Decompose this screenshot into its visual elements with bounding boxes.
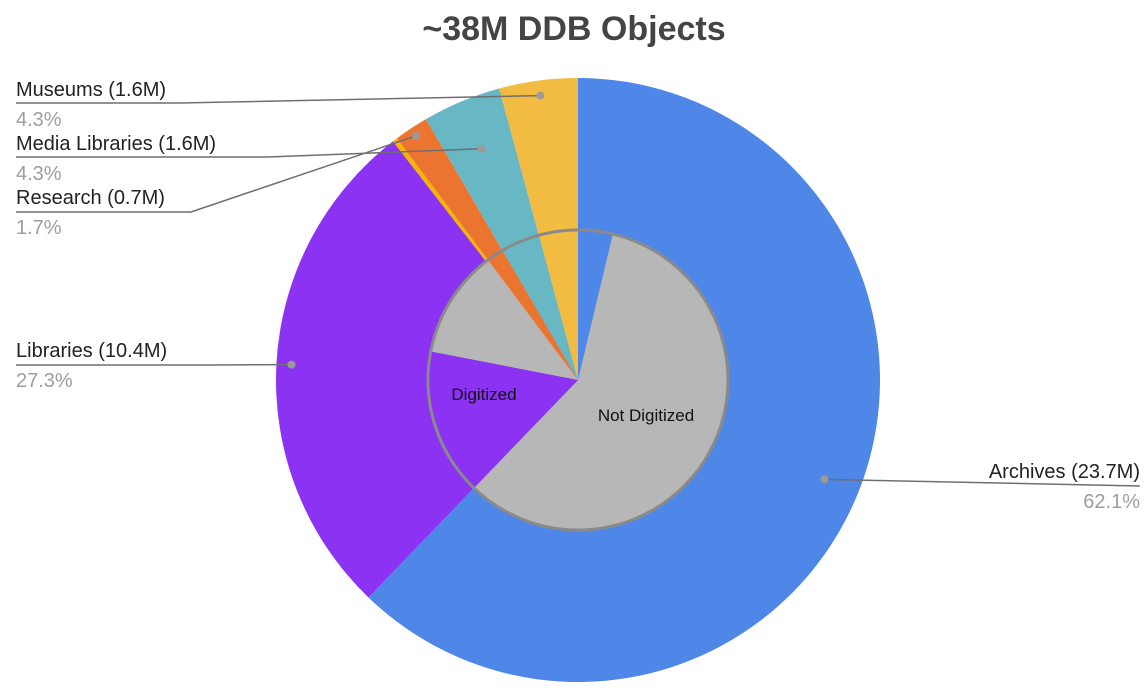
leader-line-media-libraries — [16, 147, 482, 158]
label-libraries: Libraries (10.4M) — [16, 340, 167, 362]
inner-label-digitized: Digitized — [451, 385, 516, 404]
label-percent-libraries: 27.3% — [16, 370, 73, 392]
leader-dot-archives — [820, 475, 829, 484]
inner-slice-not-digitized-other — [486, 259, 578, 380]
inner-slice-not-digitized-archives — [473, 234, 729, 530]
leader-line-archives — [824, 478, 1141, 487]
label-percent-media-libraries: 4.3% — [16, 163, 62, 185]
inner-label-not-digitized: Not Digitized — [598, 406, 694, 425]
leader-dot-media-libraries — [477, 144, 486, 153]
leader-dot-libraries — [287, 360, 296, 369]
inner-slice-digitized-libraries — [427, 351, 578, 489]
leader-line-research — [16, 135, 417, 213]
inner-slice-digitized-archives — [578, 230, 613, 380]
label-percent-research: 1.7% — [16, 217, 62, 239]
inner-slice-digitized-research — [488, 250, 578, 380]
label-archives: Archives (23.7M) — [989, 461, 1140, 483]
leader-line-museums — [16, 94, 541, 104]
leader-dot-museums — [536, 91, 545, 100]
label-percent-museums: 4.3% — [16, 109, 62, 131]
inner-slice-digitized-museums — [538, 230, 578, 380]
leader-dot-research — [412, 131, 421, 140]
label-percent-archives: 62.1% — [1083, 491, 1140, 513]
chart-title: ~38M DDB Objects — [422, 10, 726, 48]
label-media-libraries: Media Libraries (1.6M) — [16, 133, 216, 155]
label-research: Research (0.7M) — [16, 187, 165, 209]
inner-ring-border — [426, 228, 730, 532]
inner-slice-digitized-media-libraries — [502, 235, 578, 380]
label-museums: Museums (1.6M) — [16, 79, 166, 101]
inner-slice-not-digitized-libraries — [430, 261, 578, 380]
